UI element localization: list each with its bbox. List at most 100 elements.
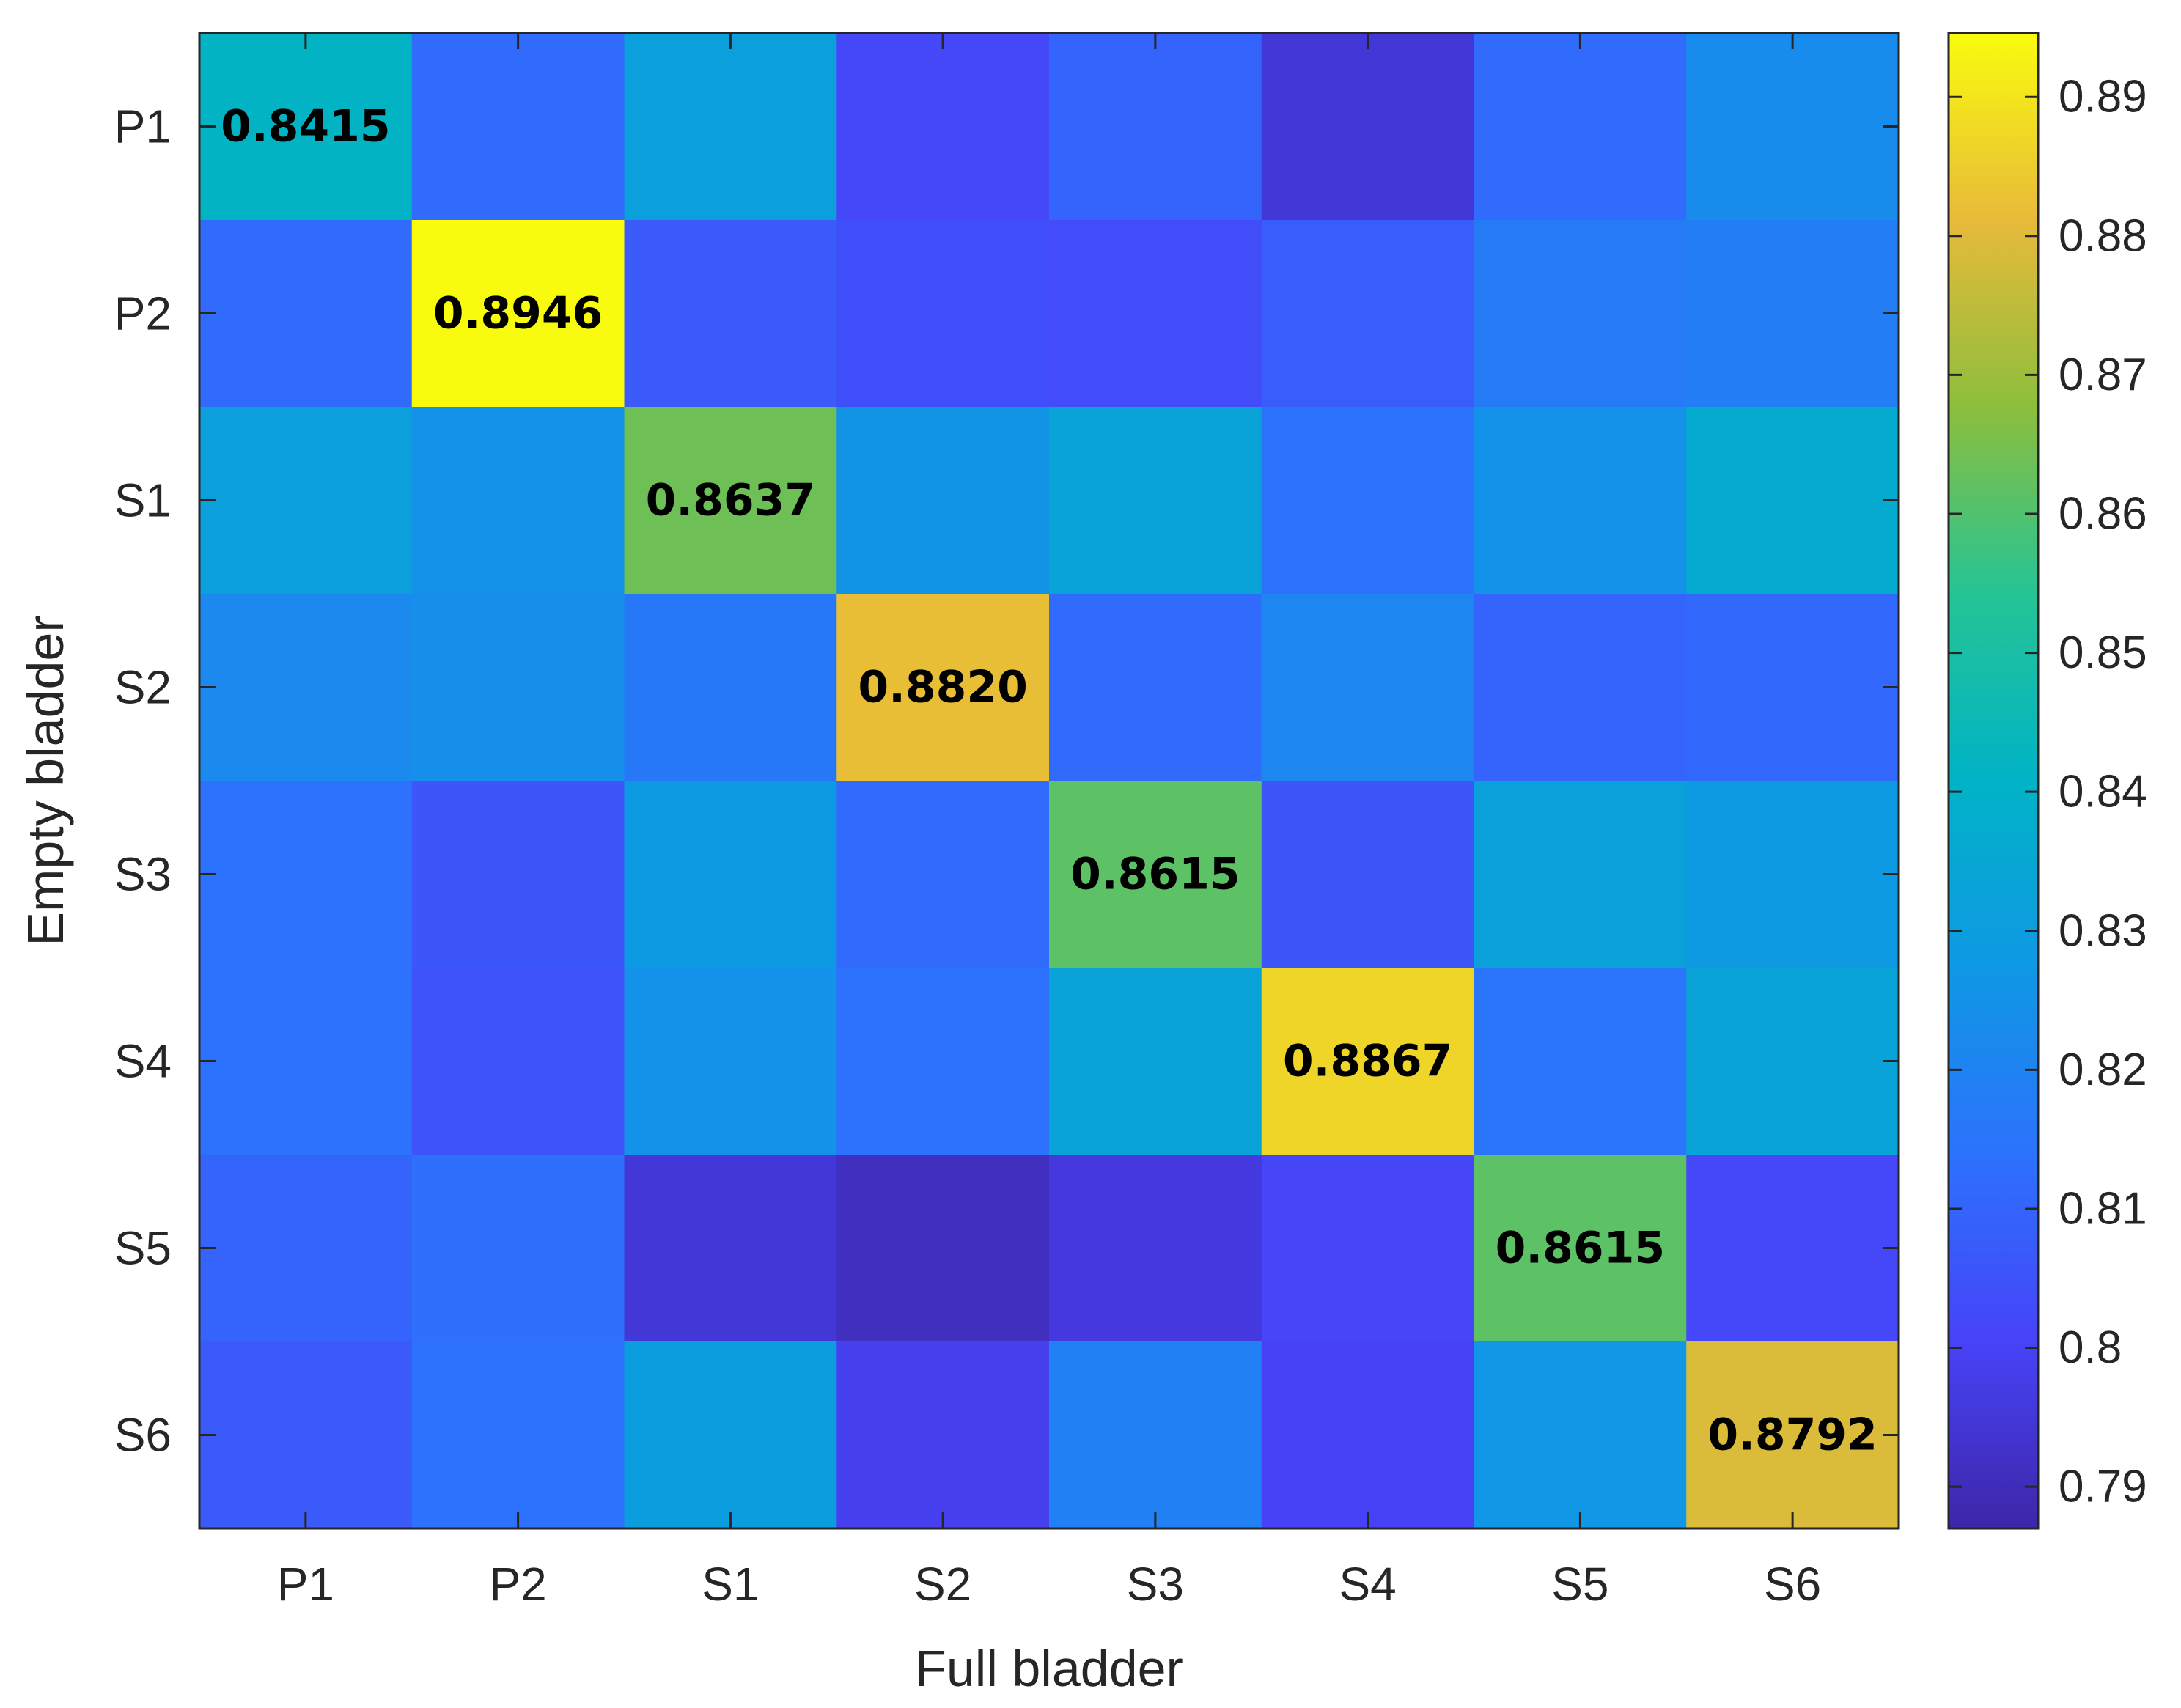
heatmap-cell-S1-P1 (199, 407, 413, 595)
heatmap-cell-P2-S4 (1261, 220, 1475, 408)
x-axis-ticks: P1 P2 S1 S2 S3 S4 S5 S6 (277, 33, 1821, 1611)
colorbar-tick-label-0.79: 0.79 (2059, 1462, 2147, 1512)
heatmap-cell-S6-P1 (199, 1341, 413, 1529)
heatmap-cell-P2-P1 (199, 220, 413, 408)
heatmap-cell-S6-S5 (1474, 1341, 1687, 1529)
heatmap-cell-P1-P1 (199, 33, 413, 221)
cell-value-label-S4-S4: 0.8867 (1283, 1036, 1453, 1087)
heatmap-cell-S1-S4 (1261, 407, 1475, 595)
heatmap-cell-S5-S2 (836, 1155, 1050, 1342)
colorbar-tick-label-0.8: 0.8 (2059, 1322, 2122, 1373)
cell-value-label-P1-P1: 0.8415 (221, 101, 391, 152)
heatmap-cell-S4-S5 (1474, 968, 1687, 1155)
heatmap-cell-S6-P2 (411, 1341, 625, 1529)
heatmap-cell-S1-S5 (1474, 407, 1687, 595)
heatmap-cell-P2-S1 (624, 220, 837, 408)
colorbar-tick-label-0.85: 0.85 (2059, 627, 2147, 678)
heatmap-cell-P2-S6 (1686, 220, 1899, 408)
heatmap-cell-S2-S4 (1261, 594, 1475, 781)
heatmap-cell-P1-S2 (836, 33, 1050, 221)
heatmap-cell-S3-S6 (1686, 781, 1899, 968)
heatmap-cell-S1-S6 (1686, 407, 1899, 595)
cell-value-label-S1-S1: 0.8637 (646, 475, 816, 526)
heatmap-cells (199, 33, 1899, 1529)
heatmap-cell-S5-S6 (1686, 1155, 1899, 1342)
y-tick-label-S2: S2 (114, 661, 172, 714)
heatmap-cell-S4-S6 (1686, 968, 1899, 1155)
y-tick-label-P2: P2 (114, 287, 172, 340)
plot-frame (198, 32, 1900, 1530)
heatmap-cell-S2-P1 (199, 594, 413, 781)
x-tick-label-P1: P1 (277, 1558, 334, 1611)
y-tick-label-S5: S5 (114, 1222, 172, 1275)
colorbar-tick-label-0.84: 0.84 (2059, 767, 2147, 817)
heatmap-cell-S4-P2 (411, 968, 625, 1155)
cell-value-label-P2-P2: 0.8946 (433, 288, 603, 339)
heatmap-cell-S2-P2 (411, 594, 625, 781)
heatmap-cell-S6-S1 (624, 1341, 837, 1529)
cell-value-label-S2-S2: 0.8820 (858, 662, 1028, 713)
cell-annotations: 0.8415 0.8946 0.8637 0.8820 0.8615 0.8867 0.86… (221, 101, 1877, 1461)
colorbar-tick-label-0.81: 0.81 (2059, 1183, 2147, 1234)
cell-value-label-S6-S6: 0.8792 (1707, 1410, 1877, 1461)
colorbar (1947, 32, 2040, 1530)
heatmap-cell-S6-S6 (1686, 1341, 1899, 1529)
y-tick-label-S4: S4 (114, 1035, 172, 1088)
y-tick-label-S6: S6 (114, 1409, 172, 1462)
cell-value-label-S3-S3: 0.8615 (1070, 849, 1240, 900)
heatmap-cell-S3-S4 (1261, 781, 1475, 968)
y-tick-label-S1: S1 (114, 474, 172, 527)
colorbar-tick-label-0.88: 0.88 (2059, 210, 2147, 261)
heatmap-cell-S3-P1 (199, 781, 413, 968)
heatmap-cell-S2-S3 (1049, 594, 1262, 781)
heatmap-cell-P2-S5 (1474, 220, 1687, 408)
x-tick-label-S5: S5 (1551, 1558, 1608, 1611)
x-tick-label-S2: S2 (914, 1558, 971, 1611)
heatmap-cell-P1-S5 (1474, 33, 1687, 221)
colorbar-tick-label-0.82: 0.82 (2059, 1045, 2147, 1095)
heatmap-cell-P1-S6 (1686, 33, 1899, 221)
cell-value-label-S5-S5: 0.8615 (1496, 1223, 1666, 1274)
heatmap-cell-P1-S1 (624, 33, 837, 221)
heatmap-cell-S2-S2 (836, 594, 1050, 781)
heatmap-cell-P2-P2 (411, 220, 625, 408)
heatmap-cell-P2-S3 (1049, 220, 1262, 408)
heatmap-cell-S1-S2 (836, 407, 1050, 595)
heatmap-cell-S2-S1 (624, 594, 837, 781)
y-tick-label-P1: P1 (114, 100, 172, 153)
heatmap-cell-S3-S3 (1049, 781, 1262, 968)
heatmap-cell-S5-P1 (199, 1155, 413, 1342)
heatmap-cell-S5-S3 (1049, 1155, 1262, 1342)
y-axis-title: Empty bladder (17, 615, 74, 946)
heatmap-cell-S4-P1 (199, 968, 413, 1155)
colorbar-tick-label-0.89: 0.89 (2059, 72, 2147, 122)
heatmap-cell-P1-P2 (411, 33, 625, 221)
heatmap-cell-P1-S3 (1049, 33, 1262, 221)
heatmap-cell-S3-S5 (1474, 781, 1687, 968)
colorbar-tick-label-0.86: 0.86 (2059, 488, 2147, 539)
heatmap-cell-S6-S4 (1261, 1341, 1475, 1529)
y-axis-ticks: P1 P2 S1 S2 S3 S4 S5 S6 (114, 100, 1899, 1462)
x-tick-label-S3: S3 (1127, 1558, 1184, 1611)
heatmap-cell-S6-S2 (836, 1341, 1050, 1529)
heatmap-cell-P1-S4 (1261, 33, 1475, 221)
x-tick-label-P2: P2 (489, 1558, 546, 1611)
heatmap-cell-S5-S1 (624, 1155, 837, 1342)
heatmap-cell-S4-S2 (836, 968, 1050, 1155)
x-axis-title: Full bladder (915, 1640, 1183, 1697)
colorbar-tick-label-0.83: 0.83 (2059, 905, 2147, 956)
heatmap-cell-S3-P2 (411, 781, 625, 968)
heatmap-cell-P2-S2 (836, 220, 1050, 408)
heatmap-cell-S5-P2 (411, 1155, 625, 1342)
x-tick-label-S4: S4 (1339, 1558, 1396, 1611)
heatmap-cell-S6-S3 (1049, 1341, 1262, 1529)
heatmap-cell-S2-S6 (1686, 594, 1899, 781)
heatmap-cell-S5-S5 (1474, 1155, 1687, 1342)
x-tick-label-S1: S1 (702, 1558, 759, 1611)
colorbar-ticks: 0.79 0.8 0.81 0.82 0.83 0.84 0.85 0.86 0.87 0.88 0… (1949, 72, 2147, 1512)
heatmap-cell-S3-S1 (624, 781, 837, 968)
x-tick-label-S6: S6 (1764, 1558, 1821, 1611)
heatmap-cell-S4-S4 (1261, 968, 1475, 1155)
heatmap-cell-S5-S4 (1261, 1155, 1475, 1342)
